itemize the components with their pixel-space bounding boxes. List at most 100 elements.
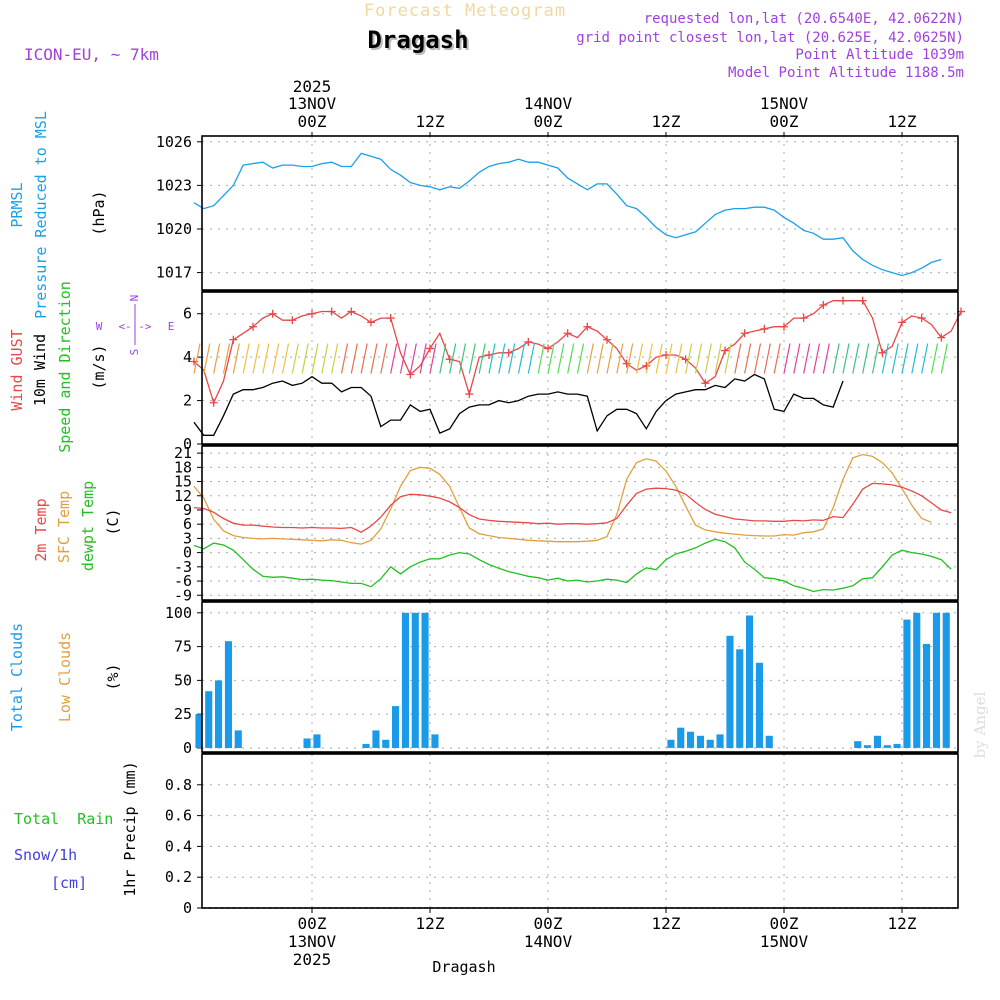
wind-arrow <box>635 343 644 374</box>
wind-arrow <box>340 343 349 374</box>
cloud-bar <box>923 643 931 748</box>
wind-arrow <box>311 343 319 374</box>
y-tick-label: 18 <box>174 458 192 476</box>
bottom-date-label: 15NOV <box>760 932 809 951</box>
cloud-bar <box>421 612 429 748</box>
gust-marker <box>662 350 670 359</box>
wind-arrow <box>232 343 240 374</box>
wind-arrow <box>881 343 889 374</box>
wind-arrow <box>596 343 604 374</box>
bottom-year-label: 2025 <box>293 950 332 969</box>
wind-arrow <box>291 343 299 374</box>
temp-unit: (C) <box>104 508 122 535</box>
cloud-bar <box>706 739 714 748</box>
wind-arrow <box>753 343 762 374</box>
cloud-bar <box>873 735 881 748</box>
top-hour-label: 12Z <box>888 112 917 131</box>
wind-arrow <box>655 343 663 374</box>
y-tick-label: 2 <box>183 392 192 410</box>
wind-arrow <box>714 343 722 374</box>
wind-arrow <box>439 343 447 374</box>
gust-marker <box>544 344 552 353</box>
panel-0: 1017 1020 1023 1026 <box>156 133 958 290</box>
gust-marker <box>878 348 887 357</box>
bottom-date-label: 14NOV <box>524 932 573 951</box>
y-tick-label: 100 <box>165 604 192 622</box>
bottom-hour-label: 00Z <box>534 914 563 933</box>
panel-border-2 <box>201 445 959 601</box>
y-tick-label: 6 <box>183 305 192 323</box>
cloud-bar <box>195 714 203 748</box>
wind-arrow <box>281 343 290 374</box>
app-title: Forecast Meteogram <box>364 1 566 21</box>
panel-border-0 <box>201 135 959 291</box>
panel-3: 0 25 50 75 100 <box>165 602 958 757</box>
cloud-bar <box>736 649 744 748</box>
y-tick-label: 0.2 <box>165 868 192 886</box>
cloud-bar <box>382 739 390 748</box>
precip-axis-label: 1hr Precip (mm) <box>121 761 139 896</box>
y-tick-label: 4 <box>183 348 192 366</box>
y-tick-label: 1023 <box>156 176 192 194</box>
sfc-temp-line <box>193 453 932 545</box>
pressure-label: Pressure Reduced to MSL <box>32 111 50 319</box>
wind-compass: W E <-|-> N S <box>96 295 175 356</box>
gust-marker <box>858 296 867 305</box>
wind-arrow <box>429 343 437 374</box>
compass-w: W <box>96 320 103 333</box>
gust-marker <box>740 329 749 338</box>
wind-arrow <box>517 343 526 374</box>
compass-n: N <box>128 295 141 302</box>
wind-arrow <box>272 343 280 374</box>
wind-arrow <box>567 343 575 374</box>
wind-arrow <box>321 343 329 374</box>
cloud-bar <box>942 612 950 748</box>
wind-arrow <box>675 343 683 374</box>
gust-marker <box>386 314 395 323</box>
cloud-bar <box>362 743 370 748</box>
requested-coords: requested lon,lat (20.6540E, 42.0622N) <box>644 11 964 27</box>
temp-labels: 2m Temp SFC Temp dewpt Temp (C) <box>32 481 122 571</box>
y-tick-label: 0.4 <box>165 837 192 855</box>
compass-e: E <box>168 320 175 333</box>
low-clouds-label: Low Clouds <box>56 632 74 722</box>
gust-marker <box>898 318 906 327</box>
bottom-hour-label: 00Z <box>770 914 799 933</box>
y-tick-label: 50 <box>174 671 192 689</box>
y-tick-label: -9 <box>174 586 192 604</box>
gust-marker <box>288 316 297 325</box>
wind-arrow <box>734 343 742 374</box>
wind-arrow <box>606 343 614 374</box>
y-tick-label: -3 <box>174 558 192 576</box>
top-hour-label: 00Z <box>770 112 799 131</box>
wind-arrow <box>783 343 791 374</box>
wind-arrow <box>331 343 339 374</box>
y-tick-label: 9 <box>183 501 192 519</box>
pressure-unit: (hPa) <box>90 190 108 235</box>
gust-marker <box>209 398 218 407</box>
footer-location: Dragash <box>432 958 495 976</box>
wind-arrow <box>763 343 771 374</box>
cloud-bar <box>716 734 724 748</box>
y-tick-label: 0.8 <box>165 776 192 794</box>
wind-arrow <box>626 343 634 374</box>
wind-arrow <box>449 343 457 374</box>
y-tick-label: 3 <box>183 529 192 547</box>
cloud-bar <box>667 739 675 748</box>
gust-marker <box>308 309 316 318</box>
cloud-bar <box>687 731 695 748</box>
cloud-bar <box>234 730 242 748</box>
cloud-bar <box>893 743 901 748</box>
top-hour-label: 00Z <box>534 112 563 131</box>
wind-arrow <box>547 343 555 374</box>
wind-arrow <box>350 343 358 374</box>
y-tick-label: 75 <box>174 638 192 656</box>
panel-border-4 <box>201 753 959 909</box>
panel-1: 0 2 4 6 <box>183 292 965 453</box>
top-date-label: 13NOV <box>288 94 337 113</box>
total-rain-label: Total Rain <box>14 810 113 828</box>
gust-marker <box>583 322 592 331</box>
prmsl-label: PRMSL <box>8 182 26 227</box>
